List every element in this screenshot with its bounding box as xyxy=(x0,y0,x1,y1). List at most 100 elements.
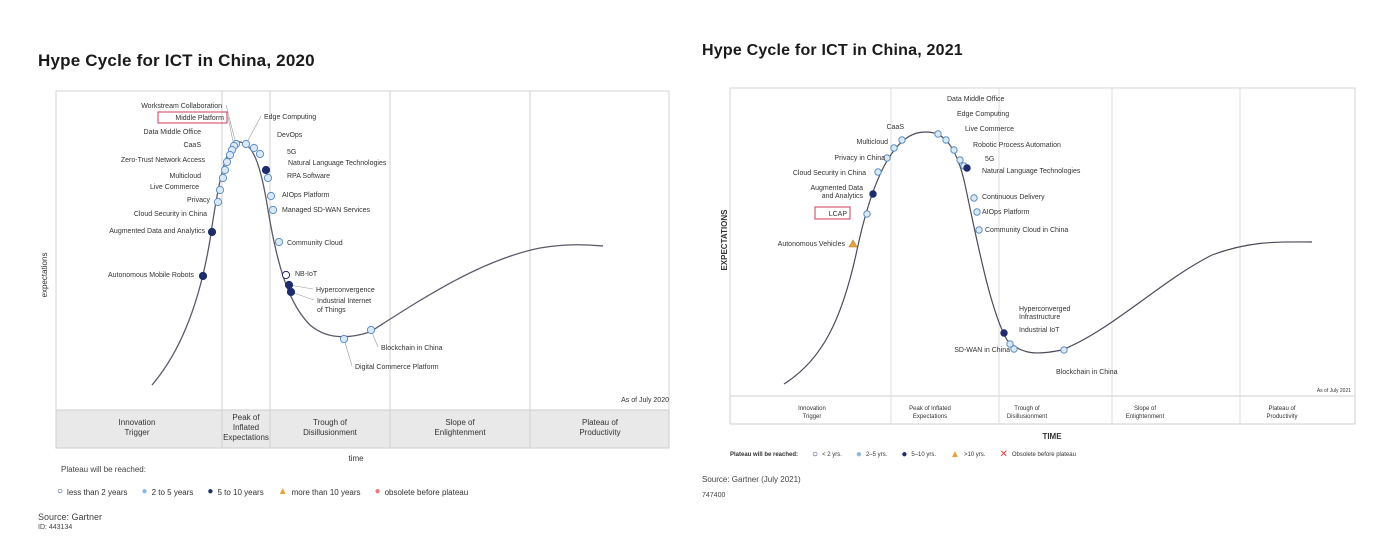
autonomous-mobile-robots-label: Autonomous Mobile Robots xyxy=(108,272,194,279)
phase-label: Expectations xyxy=(223,433,269,442)
blockchain-in-china-label: Blockchain in China xyxy=(381,345,443,352)
zero-trust-network-access-label: Zero-Trust Network Access xyxy=(121,157,206,164)
digital-commerce-platform-marker xyxy=(339,334,349,344)
aiops-platform-marker xyxy=(973,208,981,216)
phase-label: Innovation xyxy=(798,406,826,412)
legend-item-5-10-yrs: ● 5–10 yrs. xyxy=(901,450,936,460)
y-axis-label: EXPECTATIONS xyxy=(720,209,729,271)
natural-language-technologies-marker xyxy=(963,164,971,172)
leader-line xyxy=(245,115,262,145)
hype-curve xyxy=(151,141,604,386)
legend-item-5-to-10-years: ● 5 to 10 years xyxy=(207,487,263,497)
source-text: Source: Gartner xyxy=(38,512,103,522)
phase-label: Productivity xyxy=(1266,414,1297,420)
hyperconvergence-label: Hyperconvergence xyxy=(316,287,375,294)
as-of-label: As of July 2020 xyxy=(621,397,669,404)
industrial-iot-label: Industrial IoT xyxy=(1019,327,1060,334)
robotic-process-automation-marker xyxy=(956,156,964,164)
highlight-box xyxy=(814,206,851,220)
live-commerce-label: Live Commerce xyxy=(150,184,199,191)
data-middle-office-marker xyxy=(934,130,942,138)
phase-label: Trough of xyxy=(1014,406,1040,412)
blockchain-in-china-marker xyxy=(1060,346,1068,354)
workstream-collaboration-label: Workstream Collaboration xyxy=(141,103,222,110)
legend-label: 5 to 10 years xyxy=(217,487,264,497)
id-text: ID: 443134 xyxy=(38,524,73,531)
legend-symbol-icon: ● xyxy=(855,449,862,460)
cloud-security-in-china-label: Cloud Security in China xyxy=(793,170,866,177)
community-cloud-label: Community Cloud xyxy=(287,240,343,247)
phase-label: Plateau of xyxy=(1268,406,1295,412)
data-middle-office-label: Data Middle Office xyxy=(144,129,202,136)
natural-language-technologies-marker xyxy=(261,165,271,175)
cloud-security-in-china-marker xyxy=(213,197,223,207)
augmented-data-and-analytics-label: Augmented Data and Analytics xyxy=(810,185,863,200)
legend: ○ less than 2 years ● 2 to 5 years ● 5 to 10 … xyxy=(57,487,482,497)
multicloud-label: Multicloud xyxy=(169,173,201,180)
middle-platform-label: Middle Platform xyxy=(175,115,224,122)
privacy-in-china-marker xyxy=(883,154,891,162)
legend-label: < 2 yrs. xyxy=(822,452,842,458)
blockchain-in-china-marker xyxy=(366,325,376,335)
legend-item-obsolete-before-plateau: ● obsolete before plateau xyxy=(375,487,469,497)
privacy-label: Privacy xyxy=(187,197,210,204)
legend-item-2-5-yrs: ● 2–5 yrs. xyxy=(856,450,887,460)
x-axis-label: time xyxy=(348,454,364,463)
managed-sd-wan-services-label: Managed SD-WAN Services xyxy=(282,207,371,214)
leader-line xyxy=(225,104,237,145)
hype-cycle-2021-chart: Innovation Trigger Peak of Inflated Expecta… xyxy=(720,87,1356,441)
live-commerce-label: Live Commerce xyxy=(965,126,1014,133)
legend-symbol-icon: ▲ xyxy=(950,449,960,460)
leader-line xyxy=(227,116,235,147)
hyperconvergence-marker xyxy=(284,280,294,290)
phase-label: Enlightenment xyxy=(1126,414,1165,420)
augmented-data-and-analytics-marker xyxy=(207,227,217,237)
legend-symbol-icon: ● xyxy=(901,449,908,460)
legend-label: less than 2 years xyxy=(67,487,128,497)
legend-symbol-icon: ▲ xyxy=(277,486,288,497)
phase-label: Disillusionment xyxy=(303,428,358,437)
legend-label: 2–5 yrs. xyxy=(865,452,888,458)
phase-label: Trigger xyxy=(124,428,149,437)
legend-title: Plateau will be reached: xyxy=(730,452,799,458)
phase-label: Enlightenment xyxy=(434,428,486,437)
hype-curve xyxy=(783,131,1313,385)
y-axis-label: expectations xyxy=(40,253,49,298)
caas-marker xyxy=(225,150,235,160)
legend: Plateau will be reached: ○ < 2 yrs. ● 2–5 yr… xyxy=(730,450,1090,460)
privacy-marker xyxy=(215,185,225,195)
phase-label: Inflated xyxy=(233,423,259,432)
legend-title: Plateau will be reached: xyxy=(61,465,146,474)
cloud-security-in-china-marker xyxy=(874,168,882,176)
phase-label: Slope of xyxy=(1134,406,1156,412)
caas-marker xyxy=(898,136,906,144)
rpa-software-label: RPA Software xyxy=(287,173,330,180)
edge-computing-label: Edge Computing xyxy=(957,111,1009,118)
autonomous-vehicles-marker xyxy=(848,239,858,248)
nb-iot-marker xyxy=(281,270,291,280)
live-commerce-marker xyxy=(218,173,228,183)
caas-label: CaaS xyxy=(886,124,904,131)
augmented-data-and-analytics-marker xyxy=(869,190,877,198)
legend-item-2-to-5-years: ● 2 to 5 years xyxy=(142,487,194,497)
edge-computing-marker xyxy=(241,139,251,149)
cloud-security-in-china-label: Cloud Security in China xyxy=(134,211,207,218)
autonomous-vehicles-label: Autonomous Vehicles xyxy=(778,241,846,248)
chart-title: Hype Cycle for ICT in China, 2020 xyxy=(38,51,315,70)
sd-wan-in-china-label: SD-WAN in China xyxy=(954,347,1010,354)
phase-label: Expectations xyxy=(913,414,947,420)
legend-symbol-icon: ● xyxy=(141,486,148,497)
phase-label: Disillusionment xyxy=(1007,414,1048,420)
rpa-software-marker xyxy=(263,173,273,183)
industrial-iot-marker xyxy=(1010,345,1018,353)
augmented-data-and-analytics-label: Augmented Data and Analytics xyxy=(109,228,205,235)
5g-marker xyxy=(255,149,265,159)
robotic-process-automation-label: Robotic Process Automation xyxy=(973,142,1061,149)
digital-commerce-platform-label: Digital Commerce Platform xyxy=(355,364,439,371)
phase-label: Peak of Inflated xyxy=(909,406,951,412)
aiops-platform-label: AIOps Platform xyxy=(282,192,330,199)
community-cloud-marker xyxy=(274,237,284,247)
lcap-label: LCAP xyxy=(829,211,848,218)
5g-label: 5G xyxy=(287,149,296,156)
legend-symbol-icon: ✕ xyxy=(999,449,1008,460)
